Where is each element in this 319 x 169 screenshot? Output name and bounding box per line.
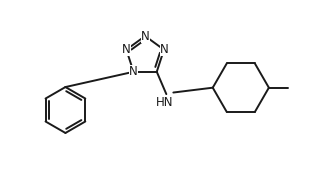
Text: N: N bbox=[160, 43, 168, 56]
Text: N: N bbox=[141, 30, 150, 43]
Text: N: N bbox=[122, 43, 131, 56]
Text: N: N bbox=[129, 65, 138, 78]
Text: HN: HN bbox=[156, 96, 174, 109]
